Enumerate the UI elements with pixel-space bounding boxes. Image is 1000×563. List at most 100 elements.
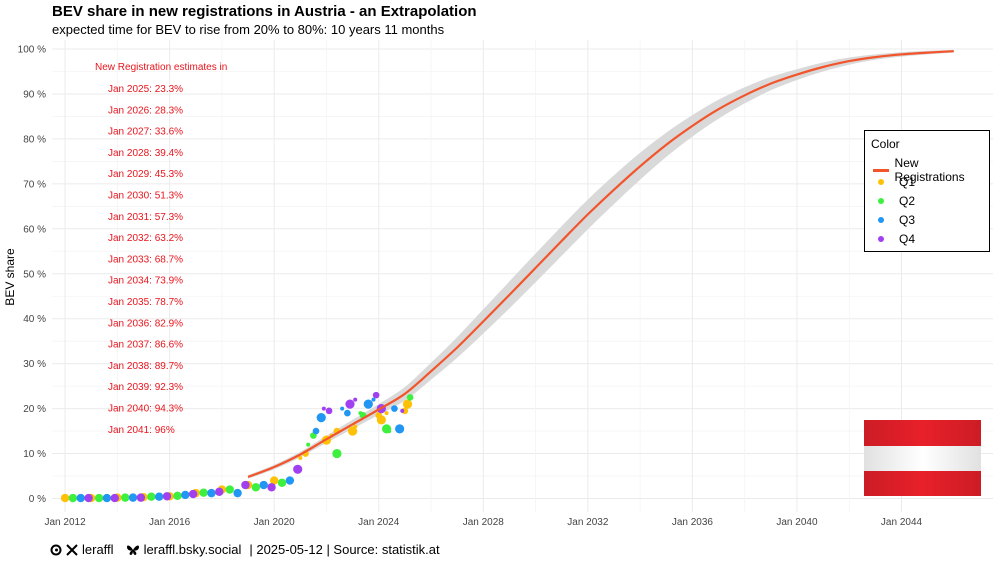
annotation-line: Jan 2030: 51.3% (108, 191, 183, 202)
y-tick-label: 90 % (23, 89, 46, 100)
legend-item: Q1 (873, 175, 915, 189)
annotation-line: Jan 2036: 82.9% (108, 318, 183, 329)
estimate-annotations: New Registration estimates in Jan 2025: 2… (95, 62, 227, 436)
annotation-line: Jan 2031: 57.3% (108, 212, 183, 223)
y-tick-label: 0 % (29, 494, 46, 505)
annotation-line: Jan 2027: 33.6% (108, 127, 183, 138)
point-q3 (259, 480, 268, 490)
confidence-band (248, 49, 954, 479)
point-q2 (306, 442, 311, 447)
point-q4 (215, 487, 224, 496)
legend-swatch (878, 217, 884, 223)
point-q2 (406, 394, 414, 401)
annotation-line: Jan 2035: 78.7% (108, 297, 183, 308)
annotation-header: New Registration estimates in (95, 62, 227, 73)
point-q4 (372, 391, 380, 399)
point-q1 (376, 415, 386, 425)
point-q4 (162, 492, 172, 501)
y-tick-label: 100 % (18, 44, 46, 55)
legend-item: New Registrations (873, 156, 989, 184)
y-tick-label: 30 % (23, 359, 46, 370)
x-tick-label: Jan 2036 (672, 517, 714, 528)
point-q3 (395, 424, 405, 434)
legend-label: Q3 (899, 213, 916, 227)
legend-swatch (878, 236, 884, 242)
annotation-line: Jan 2037: 86.6% (108, 340, 183, 351)
point-q2 (332, 448, 342, 459)
x-tick-label: Jan 2028 (463, 517, 505, 528)
point-q3 (181, 490, 190, 500)
point-q4 (84, 493, 93, 503)
annotation-line: Jan 2040: 94.3% (108, 404, 183, 415)
annotation-line: Jan 2038: 89.7% (108, 361, 183, 372)
point-q1 (269, 476, 279, 485)
annotation-line: Jan 2039: 92.3% (108, 382, 183, 393)
annotation-line: Jan 2028: 39.4% (108, 148, 183, 159)
point-q3 (154, 492, 164, 501)
point-q4 (293, 464, 303, 474)
point-q4 (353, 397, 358, 402)
legend-item: Q4 (873, 232, 915, 246)
y-axis-ticks: 0 % 10 % 20 % 30 % 40 % 50 % 60 % 70 % 80 % 90 % 1… (18, 44, 46, 505)
x-tick-label: Jan 2016 (149, 517, 191, 528)
point-q2 (68, 493, 78, 503)
x-tick-label: Jan 2040 (776, 517, 818, 528)
new-registrations-curve (247, 50, 954, 478)
annotation-line: Jan 2026: 28.3% (108, 105, 183, 116)
y-tick-label: 10 % (23, 449, 46, 460)
legend-label: Q2 (899, 194, 916, 208)
legend-item: Q3 (873, 213, 915, 227)
y-tick-label: 20 % (23, 404, 46, 415)
point-q4 (325, 407, 333, 415)
point-q3 (102, 493, 112, 503)
point-q4 (400, 408, 405, 413)
y-tick-label: 50 % (23, 269, 46, 280)
point-q2 (147, 492, 156, 501)
point-q4 (241, 480, 250, 490)
legend-item: Q2 (873, 194, 915, 208)
x-tick-label: Jan 2044 (881, 517, 923, 528)
point-q3 (391, 405, 398, 412)
point-q2 (277, 478, 287, 487)
butterfly-icon (126, 545, 139, 555)
point-q2 (94, 493, 104, 503)
x-tick-label: Jan 2032 (567, 517, 609, 528)
threads-icon (50, 544, 62, 555)
point-q2 (120, 493, 130, 502)
x-icon (66, 543, 78, 556)
point-q2 (387, 429, 392, 434)
x-tick-label: Jan 2024 (358, 517, 400, 528)
point-q1 (402, 399, 413, 409)
point-q4 (267, 483, 276, 492)
annotation-line: Jan 2034: 73.9% (108, 276, 183, 287)
point-q4 (188, 489, 198, 499)
point-q4 (136, 493, 146, 502)
x-axis-ticks: Jan 2012 Jan 2016 Jan 2020 Jan 2024 Jan 2028… (44, 517, 922, 528)
chart-subtitle: expected time for BEV to rise from 20% t… (52, 22, 445, 37)
legend: Color New Registrations Q1 Q2 Q3 Q4 (864, 130, 990, 252)
legend-label: New Registrations (894, 156, 965, 184)
curve-layer (247, 50, 954, 478)
point-q3 (371, 397, 376, 402)
austria-flag (864, 420, 981, 496)
legend-label: Q1 (899, 175, 916, 189)
point-q3 (76, 493, 85, 503)
point-q3 (233, 488, 242, 498)
chart-title: BEV share in new registrations in Austri… (52, 3, 477, 20)
footer: leraffl leraffl.bsky.social | 2025-05-12… (50, 542, 440, 557)
point-q1 (353, 424, 358, 429)
point-q1 (347, 426, 358, 436)
point-q1 (298, 456, 303, 461)
y-tick-label: 40 % (23, 314, 46, 325)
point-q3 (207, 488, 216, 498)
point-q2 (225, 485, 234, 494)
legend-swatch (878, 198, 884, 204)
annotation-line: Jan 2041: 96% (108, 425, 175, 436)
legend-title: Color (871, 137, 900, 151)
quarterly-points-layer (60, 391, 414, 503)
point-q3 (340, 406, 345, 411)
point-q1 (384, 411, 389, 416)
bsky-handle: leraffl.bsky.social (143, 542, 242, 557)
point-q4 (345, 399, 355, 409)
